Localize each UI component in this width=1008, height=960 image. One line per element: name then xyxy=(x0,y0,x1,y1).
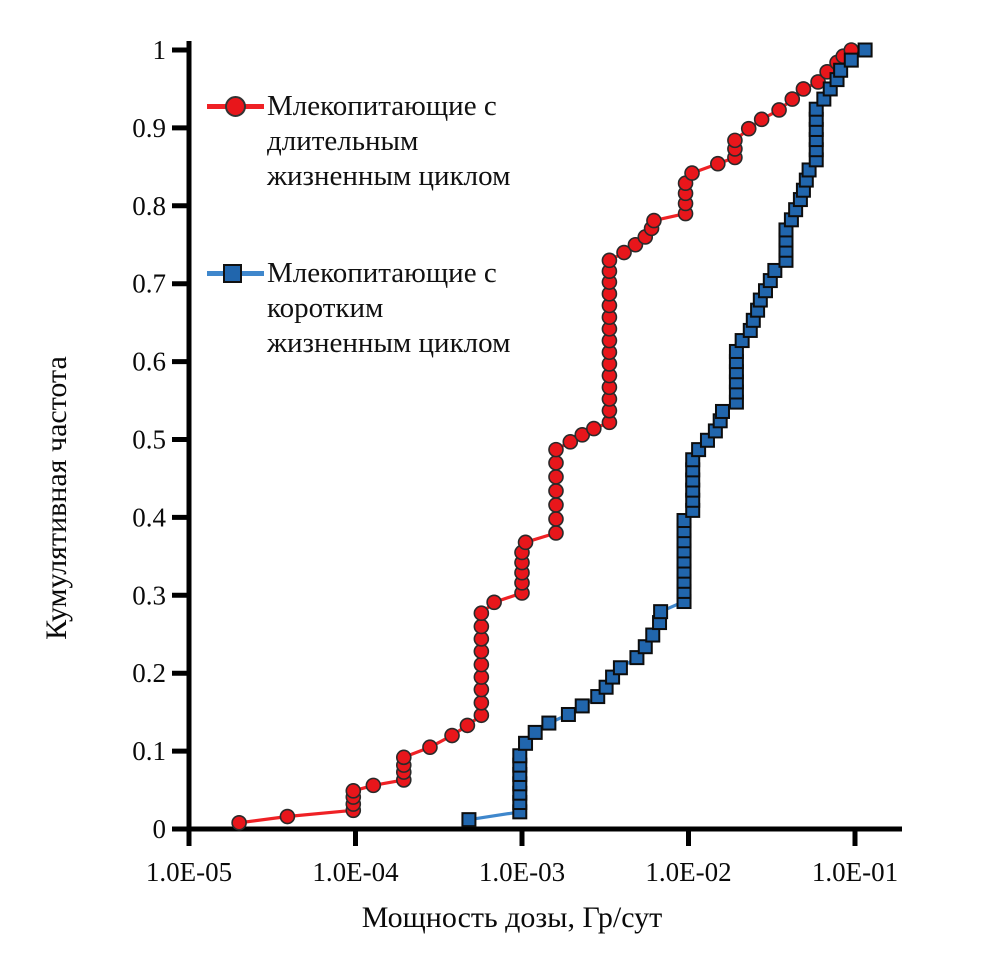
legend-label-line: коротким xyxy=(267,292,384,324)
data-point-circle xyxy=(365,777,382,794)
data-point-circle xyxy=(616,244,632,261)
data-point-circle xyxy=(795,81,812,97)
x-tick-label: 1.0E-02 xyxy=(645,857,731,887)
data-point-circle xyxy=(601,252,618,269)
legend-label-line: жизненным циклом xyxy=(267,327,511,359)
y-axis-ticks: 0 0.1 0.2 0.3 0.4 0.5 0.6 0.7 0.8 0.9 1 xyxy=(132,35,189,844)
data-point-circle xyxy=(710,155,726,172)
data-point-circle xyxy=(473,656,490,673)
data-point-circle xyxy=(548,469,564,485)
data-point-circle xyxy=(548,497,564,513)
data-point-circle xyxy=(753,111,770,128)
x-tick-label: 1.0E-01 xyxy=(812,857,898,887)
y-tick-label: 0 xyxy=(153,814,167,844)
data-point-circle xyxy=(684,165,700,181)
legend-red-circle xyxy=(225,96,246,117)
data-point-circle xyxy=(444,727,460,744)
data-point-circle xyxy=(422,739,438,756)
data-point-circle xyxy=(517,534,534,551)
y-tick-label: 1 xyxy=(153,35,167,65)
data-point-square xyxy=(645,627,661,643)
data-point-square xyxy=(527,724,543,740)
legend-label-long-lifecycle: Млекопитающие с длительным жизненным цик… xyxy=(267,89,510,194)
data-point-square xyxy=(767,262,783,278)
data-point-circle xyxy=(345,783,362,799)
data-point-square xyxy=(518,735,534,751)
y-axis-title: Кумулятивная частота xyxy=(40,356,73,640)
y-tick-label: 0.6 xyxy=(132,347,166,377)
data-point-square xyxy=(512,748,528,764)
data-point-square xyxy=(714,403,730,419)
y-tick-label: 0.9 xyxy=(132,113,166,143)
legend-label-line: Млекопитающие с xyxy=(267,257,497,289)
legend-label-line: длительным xyxy=(267,125,419,157)
x-axis-title: Мощность дозы, Гр/сут xyxy=(361,901,663,934)
legend-marker-blue-square-icon xyxy=(207,256,264,292)
data-point-circle xyxy=(727,132,743,149)
data-point-circle xyxy=(486,594,502,611)
y-tick-label: 0.8 xyxy=(132,191,166,221)
data-point-circle xyxy=(548,511,564,527)
y-tick-label: 0.3 xyxy=(132,580,166,610)
data-point-square xyxy=(541,715,557,731)
x-tick-label: 1.0E-05 xyxy=(146,857,232,887)
data-point-square xyxy=(612,660,628,676)
y-tick-label: 0.1 xyxy=(132,736,166,766)
data-point-square xyxy=(629,650,645,666)
data-point-square xyxy=(857,42,873,58)
data-point-circle xyxy=(784,91,801,107)
data-point-circle xyxy=(586,420,602,437)
data-point-circle xyxy=(473,605,490,622)
data-point-square xyxy=(574,698,590,714)
series-short-lifecycle xyxy=(461,42,873,828)
data-point-circle xyxy=(548,441,564,458)
data-point-square xyxy=(461,812,477,828)
data-point-circle xyxy=(473,695,490,711)
series-long-lifecycle xyxy=(231,42,860,831)
legend-label-short-lifecycle: Млекопитающие с коротким жизненным цикло… xyxy=(267,256,510,361)
legend-item-short-lifecycle: Млекопитающие с коротким жизненным цикло… xyxy=(207,256,510,361)
data-point-circle xyxy=(548,455,564,471)
data-point-circle xyxy=(459,717,476,734)
data-point-circle xyxy=(279,808,296,825)
legend-label-line: Млекопитающие с xyxy=(267,90,497,122)
legend-item-long-lifecycle: Млекопитающие с длительным жизненным цик… xyxy=(207,89,510,194)
data-point-square xyxy=(653,604,669,620)
legend-marker-red-circle-icon xyxy=(207,89,264,125)
y-tick-label: 0.2 xyxy=(132,658,166,688)
data-point-circle xyxy=(231,814,247,831)
data-point-circle xyxy=(562,434,579,450)
y-tick-label: 0.7 xyxy=(132,269,166,299)
data-point-square xyxy=(843,52,859,68)
data-point-circle xyxy=(548,483,564,499)
y-tick-label: 0.5 xyxy=(132,425,166,455)
data-point-circle xyxy=(740,120,757,137)
data-point-circle xyxy=(646,212,662,229)
x-tick-label: 1.0E-04 xyxy=(312,857,399,887)
data-point-circle xyxy=(548,525,564,541)
data-point-square xyxy=(560,706,576,722)
x-tick-label: 1.0E-03 xyxy=(479,857,565,887)
x-axis-ticks: 1.0E-05 1.0E-04 1.0E-03 1.0E-02 1.0E-01 xyxy=(146,829,898,887)
data-point-circle xyxy=(395,749,412,766)
data-point-circle xyxy=(771,102,787,118)
legend-label-line: жизненным циклом xyxy=(267,160,511,192)
y-tick-label: 0.4 xyxy=(132,502,166,532)
legend-blue-square xyxy=(223,264,242,283)
axes xyxy=(186,41,902,832)
data-point-circle xyxy=(473,618,490,635)
